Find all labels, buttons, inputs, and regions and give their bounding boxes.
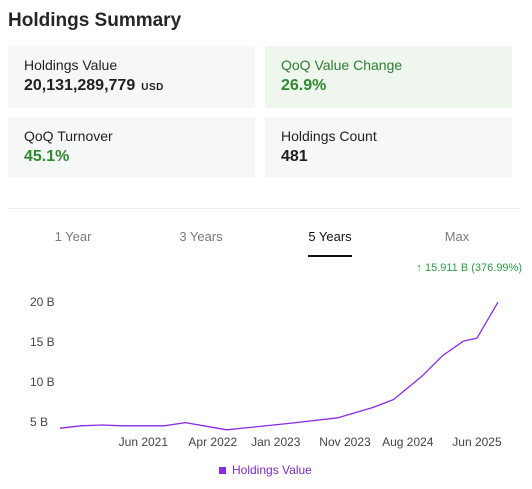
x-tick-label: Jan 2023	[251, 435, 301, 449]
y-tick-label: 5 B	[30, 415, 48, 429]
holdings-count-label: Holdings Count	[281, 128, 377, 144]
section-divider	[8, 208, 520, 209]
tab-max[interactable]: Max	[444, 229, 470, 244]
value-change-text: 15.911 B (376.99%)	[424, 262, 522, 274]
qoq-value-change-card: QoQ Value Change 26.9%	[265, 46, 512, 108]
qoq-turnover-value: 45.1%	[24, 148, 70, 165]
x-tick-label: Jun 2025	[452, 435, 502, 449]
y-tick-label: 15 B	[30, 335, 55, 349]
x-tick-label: Aug 2024	[382, 435, 434, 449]
x-tick-label: Nov 2023	[319, 435, 371, 449]
tab-1-year[interactable]: 1 Year	[54, 229, 92, 244]
holdings-value-amount: 20,131,289,779 USD	[24, 77, 239, 95]
value-change-indicator: ↑ 15.911 B (376.99%)	[416, 262, 522, 274]
chart-legend[interactable]: Holdings Value	[219, 463, 312, 477]
holdings-value-chart: 5 B 10 B 15 B 20 B Jun 2021 Apr 2022 Jan 2023 N…	[30, 295, 502, 449]
qoq-value-change-value: 26.9%	[281, 77, 327, 94]
x-tick-label: Jun 2021	[119, 435, 169, 449]
up-arrow-icon: ↑	[416, 262, 422, 274]
y-tick-label: 10 B	[30, 375, 55, 389]
holdings-count-card: Holdings Count 481	[265, 117, 512, 177]
y-tick-label: 20 B	[30, 295, 55, 309]
holdings-value-card: Holdings Value 20,131,289,779 USD	[8, 46, 255, 108]
qoq-turnover-card: QoQ Turnover 45.1%	[8, 117, 255, 177]
x-tick-label: Apr 2022	[188, 435, 237, 449]
holdings-value-label: Holdings Value	[24, 57, 118, 73]
holdings-value-number: 20,131,289,779	[24, 77, 136, 94]
tab-3-years[interactable]: 3 Years	[179, 229, 223, 244]
holdings-value-line[interactable]	[59, 301, 499, 431]
tab-5-years[interactable]: 5 Years	[308, 229, 352, 244]
legend-label: Holdings Value	[232, 463, 312, 477]
holdings-value-unit: USD	[141, 82, 164, 93]
legend-swatch	[219, 466, 226, 474]
active-tab-underline	[308, 255, 352, 257]
qoq-value-change-label: QoQ Value Change	[281, 57, 403, 73]
holdings-count-value: 481	[281, 148, 308, 165]
page-title: Holdings Summary	[8, 10, 182, 31]
qoq-turnover-label: QoQ Turnover	[24, 128, 113, 144]
